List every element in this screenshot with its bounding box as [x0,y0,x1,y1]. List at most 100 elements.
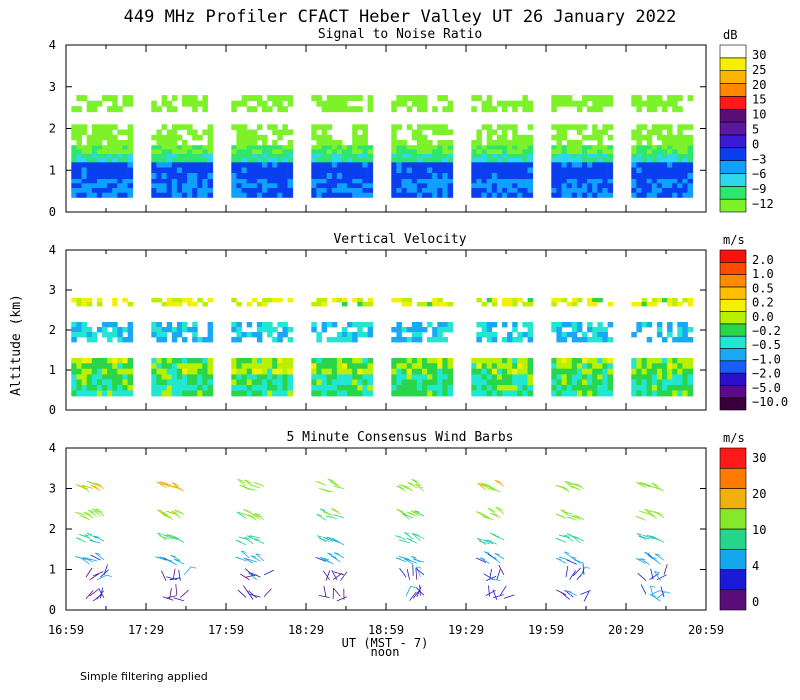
colorbar-label: −1.0 [752,352,781,366]
heatmap-cell [127,183,134,189]
heatmap-cell [517,368,523,375]
heatmap-cell [646,161,653,168]
heatmap-cell [442,188,448,194]
heatmap-cell [76,145,82,150]
heatmap-cell [117,332,123,338]
heatmap-cell [662,188,668,194]
heatmap-cell [362,322,368,328]
wind-barb [238,512,250,517]
heatmap-cell [197,188,203,194]
heatmap-cell [96,302,103,307]
heatmap-cell [411,161,418,168]
heatmap-cell [527,332,534,338]
y-tick-label: 2 [49,522,56,536]
heatmap-cell [641,368,648,375]
colorbar-label: −10.0 [752,395,788,409]
wind-barb [166,576,177,581]
heatmap-cell [507,390,513,397]
heatmap-cell [241,149,248,154]
heatmap-cell [406,178,413,184]
colorbar-swatch [719,548,747,570]
heatmap-cell [592,173,598,179]
heatmap-cell [682,327,688,333]
heatmap-cell [231,390,237,397]
heatmap-cell [192,134,198,141]
heatmap-cell [161,100,168,107]
heatmap-cell [326,106,333,113]
wind-barb [572,567,582,577]
heatmap-cell [607,95,614,102]
heatmap-cell [687,183,694,189]
heatmap-cell [287,157,294,163]
heatmap-cell [416,379,423,386]
heatmap-cell [496,188,503,194]
wind-barb [246,535,257,542]
heatmap-cell [677,337,683,343]
heatmap-cell [207,192,214,198]
heatmap-cell [267,178,273,184]
heatmap-cell [677,327,683,333]
wind-barb [486,485,497,491]
heatmap-cell [192,368,198,375]
heatmap-cell [662,145,668,150]
heatmap-cell [437,379,443,386]
heatmap-cell [502,145,508,150]
heatmap-cell [347,363,353,369]
wind-barb [654,571,661,581]
heatmap-cell [551,298,557,303]
heatmap-cell [432,173,438,179]
heatmap-cell [602,192,608,198]
wind-barb [406,538,417,544]
heatmap-cell [207,134,214,141]
heatmap-cell [656,153,663,159]
heatmap-cell [476,192,482,198]
heatmap-cell [641,183,648,189]
heatmap-cell [447,183,454,189]
wind-barb [94,535,105,542]
heatmap-cell [391,368,397,375]
heatmap-cell [352,157,358,163]
heatmap-cell [662,337,668,343]
heatmap-cell [267,374,273,380]
heatmap-cell [246,363,253,369]
heatmap-cell [272,149,278,154]
colorbar-label: 15 [752,93,766,107]
heatmap-cell [192,153,198,159]
heatmap-cell [246,358,253,364]
heatmap-cell [561,153,568,159]
heatmap-cell [102,167,108,174]
heatmap-cell [592,157,598,163]
heatmap-cell [391,167,397,174]
heatmap-cell [556,192,562,198]
heatmap-cell [406,183,413,189]
heatmap-cell [166,106,173,113]
heatmap-cell [231,298,237,303]
heatmap-cell [597,358,603,364]
heatmap-cell [437,358,443,364]
heatmap-cell [651,390,658,397]
heatmap-cell [272,385,278,391]
heatmap-cell [272,183,278,189]
colorbar-swatch [719,528,747,550]
heatmap-cell [651,363,658,369]
heatmap-cell [256,385,263,391]
heatmap-cell [631,192,637,198]
heatmap-cell [662,358,668,364]
heatmap-cell [282,149,288,154]
heatmap-cell [311,322,317,328]
heatmap-cell [311,134,317,141]
heatmap-cell [71,188,77,194]
heatmap-cell [352,385,358,391]
wind-barb [333,539,345,546]
heatmap-cell [551,358,557,364]
wind-barb [89,588,99,597]
heatmap-cell [576,161,583,168]
heatmap-cell [677,145,683,150]
heatmap-cell [486,95,493,102]
heatmap-cell [202,379,208,386]
heatmap-cell [571,153,578,159]
heatmap-cell [437,124,443,130]
heatmap-cell [277,145,283,150]
heatmap-cell [241,374,248,380]
